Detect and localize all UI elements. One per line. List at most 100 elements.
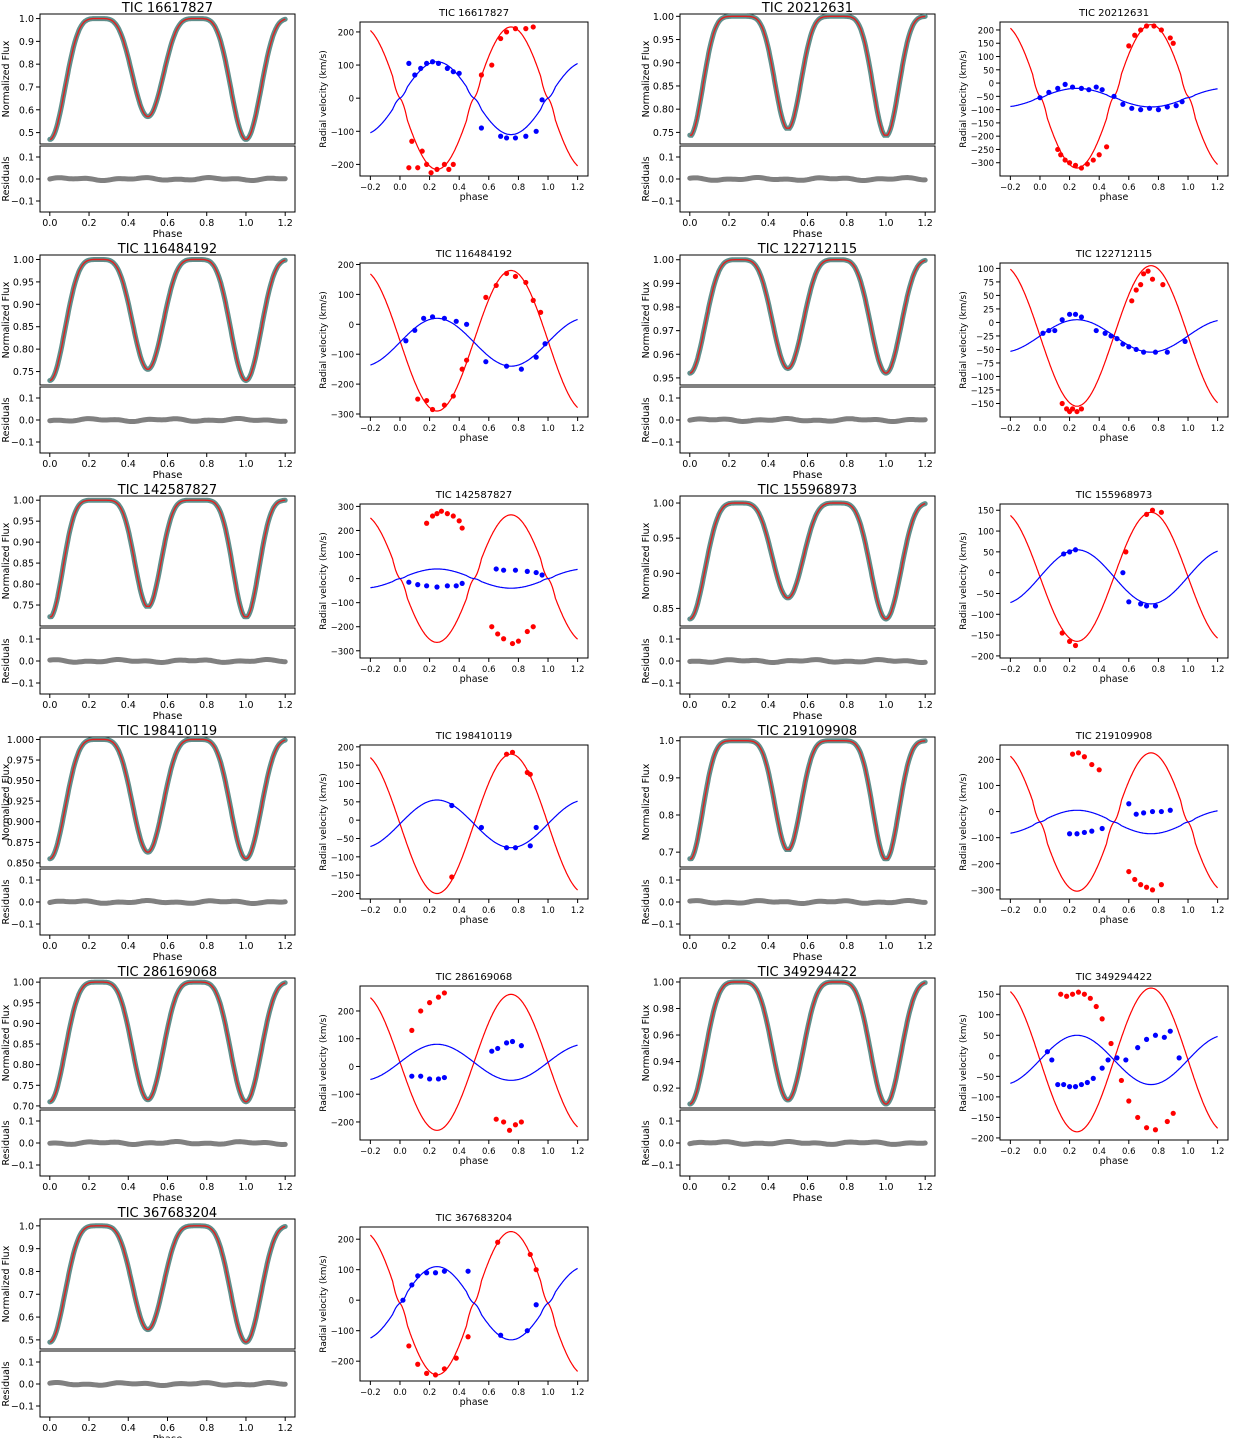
y-tick-label: −50 — [336, 835, 354, 845]
lc-xlabel: Phase — [153, 1193, 183, 1204]
x-tick-label: 0.8 — [512, 906, 526, 916]
x-tick-label: 1.2 — [918, 1182, 933, 1193]
res-y-tick-label: −0.1 — [11, 920, 34, 931]
secondary-rv-point — [1176, 1055, 1182, 1061]
primary-rv-point — [1099, 1016, 1105, 1022]
primary-rv-point — [1062, 157, 1068, 163]
primary-rv-point — [515, 638, 522, 644]
res-ylabel: Residuals — [641, 879, 652, 924]
secondary-rv-point — [1143, 1036, 1150, 1042]
lc-model-curve — [689, 15, 926, 136]
lc-model-curve — [49, 499, 286, 618]
primary-rv-point — [1149, 887, 1156, 893]
secondary-rv-point — [1152, 349, 1159, 355]
x-tick-label: 0.2 — [423, 424, 437, 434]
secondary-rv-point — [429, 314, 436, 320]
secondary-rv-model — [1010, 549, 1218, 605]
lc-model-curve — [49, 981, 286, 1103]
secondary-rv-point — [1093, 327, 1099, 334]
primary-rv-point — [1170, 1110, 1176, 1116]
primary-rv-point — [509, 749, 516, 755]
res-ylabel: Residuals — [641, 1120, 652, 1165]
primary-rv-point — [1118, 1077, 1125, 1084]
rv-ylabel: Radial velocity (km/s) — [319, 50, 329, 147]
secondary-rv-point — [441, 1074, 447, 1081]
secondary-rv-point — [424, 583, 430, 589]
x-tick-label: 1.0 — [1181, 1147, 1195, 1157]
rv-ylabel: Radial velocity (km/s) — [319, 773, 329, 870]
rv-axes-frame — [359, 21, 589, 177]
y-tick-label: 0.70 — [13, 1101, 34, 1112]
primary-rv-point — [1090, 157, 1096, 163]
y-tick-label: 100 — [338, 780, 354, 790]
res-y-tick-label: 0.0 — [659, 657, 674, 668]
secondary-rv-point — [542, 341, 548, 347]
secondary-rv-point — [1149, 808, 1156, 815]
lc-data-points — [687, 738, 928, 862]
y-tick-label: 0.5 — [19, 1335, 34, 1346]
x-tick-label: −0.2 — [360, 906, 381, 916]
primary-rv-point — [434, 166, 440, 172]
primary-rv-point — [1167, 35, 1173, 41]
y-tick-label: 0.95 — [653, 534, 674, 545]
secondary-rv-point — [1037, 95, 1043, 101]
secondary-rv-point — [1074, 831, 1080, 837]
primary-rv-point — [1138, 282, 1144, 288]
residual-points — [687, 898, 928, 906]
rv-xlabel: phase — [1100, 915, 1129, 926]
lc-model-curve — [689, 259, 926, 374]
y-tick-label: 0.80 — [13, 345, 34, 356]
y-tick-label: 0.98 — [653, 303, 674, 314]
y-tick-label: 50 — [983, 66, 994, 76]
y-tick-label: 100 — [978, 53, 994, 63]
y-tick-label: 150 — [978, 507, 994, 517]
rv-axes-frame — [359, 985, 589, 1141]
x-tick-label: 0.6 — [482, 1388, 496, 1398]
lc-axes-frame — [679, 13, 936, 145]
primary-rv-point — [1145, 268, 1151, 274]
primary-rv-point — [465, 1334, 471, 1340]
res-y-tick-label: 0.0 — [659, 898, 674, 909]
x-tick-label: 0.4 — [761, 459, 776, 470]
x-tick-label: 0.0 — [393, 1388, 407, 1398]
x-tick-label: 0.4 — [121, 1182, 136, 1193]
x-tick-label: 0.0 — [393, 1147, 407, 1157]
primary-rv-point — [1143, 1125, 1150, 1131]
y-tick-label: 100 — [338, 291, 354, 301]
x-tick-label: 0.2 — [721, 700, 736, 711]
primary-rv-point — [1126, 868, 1132, 875]
x-tick-label: 0.8 — [1152, 183, 1166, 193]
secondary-rv-model — [1010, 1034, 1218, 1086]
x-tick-label: 0.2 — [81, 700, 96, 711]
y-tick-label: 0.90 — [13, 1019, 34, 1030]
secondary-rv-point — [450, 69, 456, 75]
y-tick-label: 0.9 — [19, 37, 34, 48]
secondary-rv-point — [1179, 99, 1185, 105]
lc-axes-frame — [679, 495, 936, 627]
secondary-rv-model — [1010, 319, 1218, 353]
y-tick-label: −100 — [971, 1093, 994, 1103]
y-tick-label: 1.00 — [653, 977, 674, 988]
x-tick-label: 0.6 — [800, 218, 815, 229]
primary-rv-point — [1138, 27, 1144, 33]
y-tick-label: 0.96 — [653, 1031, 674, 1042]
x-tick-label: 0.0 — [1033, 665, 1047, 675]
secondary-rv-point — [1146, 105, 1153, 111]
x-tick-label: 1.2 — [571, 665, 585, 675]
panel-title: TIC 155968973 — [1075, 490, 1152, 501]
rv-ylabel: Radial velocity (km/s) — [959, 50, 969, 147]
secondary-rv-point — [1120, 570, 1126, 576]
rv-ylabel: Radial velocity (km/s) — [319, 532, 329, 629]
x-tick-label: 0.2 — [81, 218, 96, 229]
panel-title: TIC 16617827 — [438, 8, 509, 19]
y-tick-label: 0.85 — [13, 322, 34, 333]
res-y-tick-label: 0.0 — [19, 657, 34, 668]
rv-xlabel: phase — [460, 915, 489, 926]
panel-title: TIC 16617827 — [121, 1, 213, 16]
primary-rv-point — [530, 297, 536, 303]
x-tick-label: 0.6 — [800, 459, 815, 470]
primary-rv-point — [1059, 630, 1065, 636]
primary-rv-point — [503, 751, 510, 757]
panel-title: TIC 142587827 — [117, 483, 217, 498]
secondary-rv-point — [1059, 317, 1065, 323]
